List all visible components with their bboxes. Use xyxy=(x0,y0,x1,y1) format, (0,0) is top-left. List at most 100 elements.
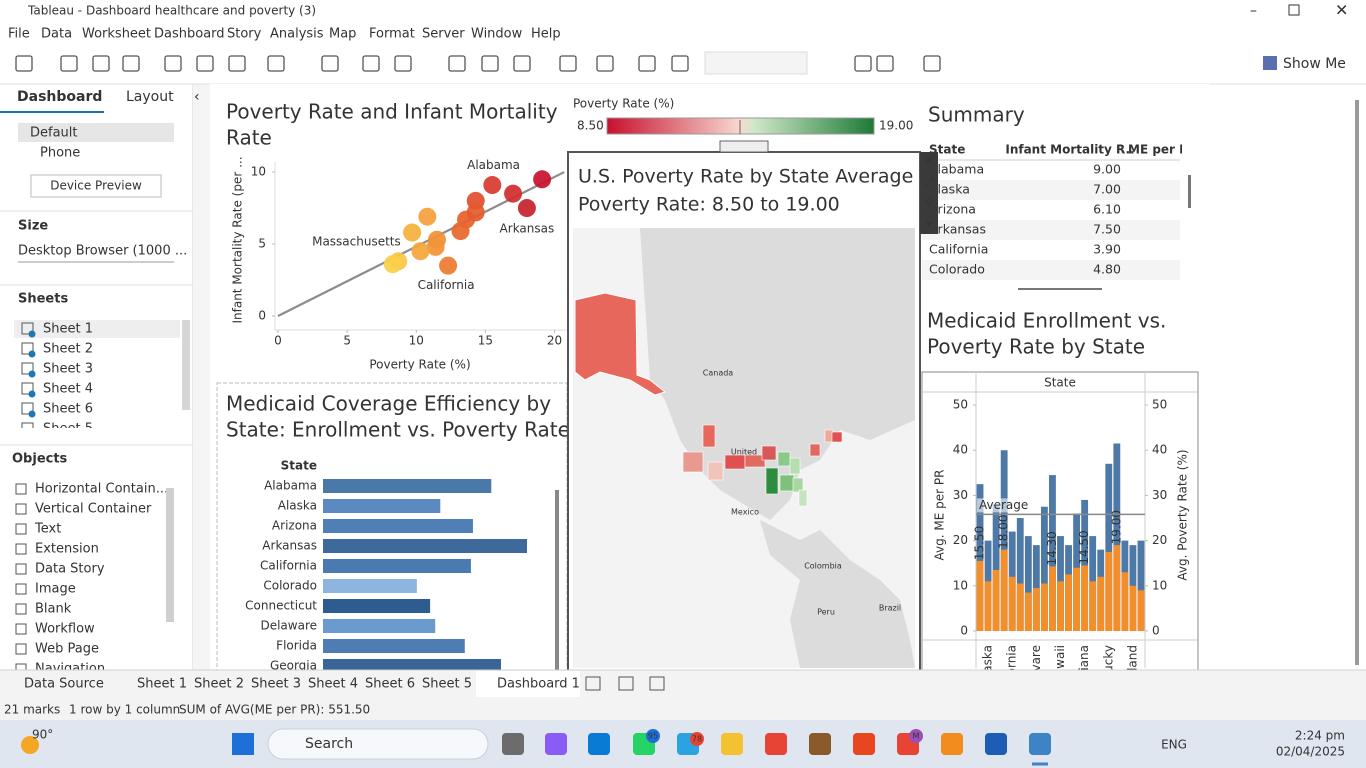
minimize[interactable]: – xyxy=(1250,3,1257,19)
toolbar-icon[interactable]: ⤢ xyxy=(925,175,934,188)
toolbar-button[interactable] xyxy=(513,55,531,72)
bar xyxy=(1032,588,1040,631)
toolbar-button[interactable] xyxy=(481,55,499,72)
menu-item[interactable]: Window xyxy=(471,27,523,42)
app-icon[interactable] xyxy=(941,733,963,755)
object-item[interactable]: Vertical Container xyxy=(35,502,152,517)
menu-item[interactable]: Data xyxy=(41,27,72,42)
app-icon[interactable] xyxy=(985,733,1007,755)
sheet-tab[interactable]: Sheet 1 xyxy=(137,677,187,692)
menu-item[interactable]: Map xyxy=(329,27,356,42)
search-box[interactable] xyxy=(267,728,489,760)
size-value[interactable]: Desktop Browser (1000 ... xyxy=(18,244,187,259)
object-item[interactable]: Web Page xyxy=(35,642,99,657)
toolbar-button[interactable] xyxy=(876,55,894,72)
device-option[interactable]: Phone xyxy=(40,146,80,161)
toolbar-button[interactable] xyxy=(92,55,110,72)
menu-item[interactable]: File xyxy=(8,27,30,42)
app-icon[interactable] xyxy=(765,733,787,755)
app-icon[interactable] xyxy=(721,733,743,755)
category-label: Alabama xyxy=(264,479,317,493)
sheet-tab[interactable]: Sheet 6 xyxy=(365,677,415,692)
device-preview[interactable]: Device Preview xyxy=(50,179,142,193)
new-tab[interactable] xyxy=(649,676,665,691)
panel-tab[interactable]: Dashboard xyxy=(17,89,102,105)
toolbar-button[interactable] xyxy=(394,55,412,72)
scatter-point xyxy=(517,199,536,218)
new-tab[interactable] xyxy=(618,676,634,691)
sheet-item[interactable]: Sheet 4 xyxy=(43,382,93,397)
sheet-item[interactable]: Sheet 2 xyxy=(43,342,93,357)
start-button[interactable] xyxy=(232,733,254,755)
app-icon[interactable] xyxy=(545,733,567,755)
row-band xyxy=(922,180,1180,200)
bar xyxy=(1065,574,1072,631)
toolbar-dropdown[interactable] xyxy=(704,51,808,75)
floating-toolbar xyxy=(920,152,938,234)
toolbar-button[interactable] xyxy=(15,55,33,72)
menu-item[interactable]: Help xyxy=(531,27,561,42)
object-item[interactable]: Data Story xyxy=(35,562,105,577)
toolbar-icon[interactable]: ▾ xyxy=(926,217,932,230)
button[interactable] xyxy=(30,174,162,198)
app-icon[interactable] xyxy=(809,733,831,755)
menu-item[interactable]: Server xyxy=(422,27,465,42)
sheet-item[interactable]: Sheet 1 xyxy=(43,322,93,337)
sheet-item[interactable]: Sheet 5 xyxy=(43,422,93,437)
toolbar-button[interactable] xyxy=(60,55,78,72)
sheet-tab[interactable]: Dashboard 1 xyxy=(497,677,580,692)
object-item[interactable]: Extension xyxy=(35,542,99,557)
toolbar-button[interactable] xyxy=(267,55,285,72)
toolbar-button[interactable] xyxy=(228,55,246,72)
object-item[interactable]: Image xyxy=(35,582,76,597)
toolbar-button[interactable] xyxy=(321,55,339,72)
sheet-tab[interactable]: Sheet 4 xyxy=(308,677,358,692)
toolbar-button[interactable] xyxy=(196,55,214,72)
toolbar-button[interactable] xyxy=(362,55,380,72)
close[interactable]: ✕ xyxy=(1335,1,1348,20)
sheet-tab[interactable]: Sheet 3 xyxy=(251,677,301,692)
toolbar-button[interactable] xyxy=(671,55,689,72)
menu-item[interactable]: Story xyxy=(227,27,262,42)
menu-item[interactable]: Format xyxy=(369,27,415,42)
object-item[interactable]: Text xyxy=(34,522,61,537)
maximize[interactable] xyxy=(1288,4,1300,16)
show-me[interactable]: Show Me xyxy=(1283,56,1346,72)
toolbar-button[interactable] xyxy=(559,55,577,72)
menu-item[interactable]: Analysis xyxy=(270,27,324,42)
toolbar-button[interactable] xyxy=(596,55,614,72)
point-label: Alabama xyxy=(467,158,520,172)
toolbar-icon[interactable]: ⚲ xyxy=(925,196,933,209)
sheet-tab[interactable]: Data Source xyxy=(24,677,104,692)
object-item[interactable]: Workflow xyxy=(35,622,95,637)
sheet-tab[interactable]: Sheet 5 xyxy=(422,677,472,692)
toolbar-button[interactable] xyxy=(164,55,182,72)
new-tab[interactable] xyxy=(585,676,601,691)
menu-item[interactable]: Worksheet xyxy=(82,27,151,42)
panel-tab[interactable]: Layout xyxy=(126,89,174,105)
x-tick-label: iana xyxy=(1077,645,1091,671)
bar xyxy=(1000,549,1008,631)
app-icon[interactable] xyxy=(502,733,524,755)
object-item[interactable]: Horizontal Contain... xyxy=(35,482,168,497)
clock-date: 02/04/2025 xyxy=(1276,745,1345,759)
object-icon xyxy=(15,523,27,535)
toolbar-button[interactable] xyxy=(923,55,941,72)
menu-item[interactable]: Dashboard xyxy=(154,27,225,42)
toolbar-button[interactable] xyxy=(122,55,140,72)
app-icon[interactable] xyxy=(853,733,875,755)
sheet-item[interactable]: Sheet 3 xyxy=(43,362,93,377)
toolbar-button[interactable] xyxy=(448,55,466,72)
toolbar-button[interactable] xyxy=(638,55,656,72)
toolbar-icon[interactable]: ✕ xyxy=(924,154,933,167)
object-item[interactable]: Blank xyxy=(35,602,72,617)
sheet-tab[interactable]: Sheet 2 xyxy=(194,677,244,692)
sheet-item[interactable]: Sheet 6 xyxy=(43,402,93,417)
app-icon[interactable] xyxy=(1029,733,1051,755)
device-option[interactable]: Default xyxy=(30,126,78,141)
chart-title: Medicaid Enrollment vs. xyxy=(927,309,1166,333)
app-icon[interactable] xyxy=(588,733,610,755)
toolbar-button[interactable] xyxy=(854,55,872,72)
value-label: 15.50 xyxy=(973,526,987,560)
collapse[interactable]: ‹ xyxy=(194,89,200,105)
